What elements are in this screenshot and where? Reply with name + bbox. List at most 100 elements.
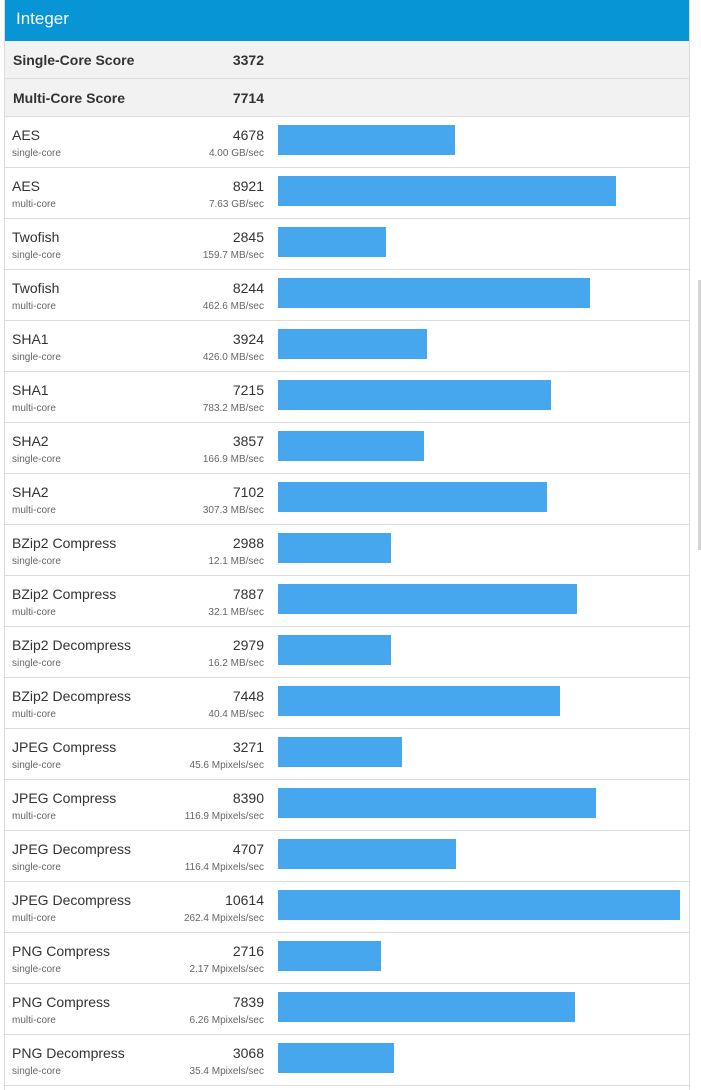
benchmark-rate: 783.2 MB/sec — [202, 403, 264, 414]
benchmark-name: SHA2 — [12, 433, 49, 449]
benchmark-score: 2979 — [232, 637, 264, 653]
score-bar — [278, 737, 402, 767]
benchmark-row: AES single-core 4678 4.00 GB/sec — [5, 117, 689, 168]
benchmark-name: JPEG Decompress — [12, 841, 132, 857]
score-bar — [278, 329, 427, 359]
benchmark-name: BZip2 Decompress — [12, 637, 132, 653]
benchmark-score: 2845 — [232, 229, 264, 245]
benchmark-name: PNG Decompress — [12, 1045, 125, 1061]
benchmark-row: JPEG Decompress single-core 4707 116.4 Mpix… — [5, 831, 689, 882]
benchmark-score: 2988 — [232, 535, 264, 551]
benchmark-score: 4707 — [232, 841, 264, 857]
benchmark-name: BZip2 Compress — [12, 586, 117, 602]
benchmark-mode: single-core — [12, 250, 61, 261]
benchmark-score: 7102 — [232, 484, 264, 500]
benchmark-rate: 307.3 MB/sec — [202, 505, 264, 516]
benchmark-rate: 40.4 MB/sec — [208, 709, 264, 720]
benchmark-rate: 4.00 GB/sec — [208, 148, 264, 159]
summary-value: 3372 — [232, 52, 264, 68]
benchmark-mode: single-core — [12, 352, 61, 363]
summary-value: 7714 — [232, 90, 264, 106]
score-bar — [278, 1043, 394, 1073]
benchmark-mode: multi-core — [12, 811, 56, 822]
benchmark-mode: single-core — [12, 862, 61, 873]
benchmark-mode: single-core — [12, 454, 61, 465]
benchmark-name: SHA1 — [12, 331, 49, 347]
benchmark-row: SHA2 multi-core 7102 307.3 MB/sec — [5, 474, 689, 525]
benchmark-name: JPEG Decompress — [12, 892, 132, 908]
benchmark-name: Twofish — [12, 280, 60, 296]
benchmark-score: 7887 — [232, 586, 264, 602]
benchmark-row: AES multi-core 8921 7.63 GB/sec — [5, 168, 689, 219]
benchmark-mode: single-core — [12, 148, 61, 159]
benchmark-row: JPEG Compress single-core 3271 45.6 Mpixels… — [5, 729, 689, 780]
benchmark-score: 8390 — [232, 790, 264, 806]
benchmark-list: AES single-core 4678 4.00 GB/sec AES multi-co… — [5, 117, 689, 1086]
benchmark-mode: single-core — [12, 556, 61, 567]
benchmark-score: 2716 — [232, 943, 264, 959]
benchmark-rate: 116.4 Mpixels/sec — [184, 862, 264, 873]
score-bar — [278, 584, 577, 614]
benchmark-rate: 462.6 MB/sec — [202, 301, 264, 312]
benchmark-mode: single-core — [12, 760, 61, 771]
score-bar — [278, 380, 551, 410]
score-bar — [278, 686, 560, 716]
benchmark-row: JPEG Compress multi-core 8390 116.9 Mpixels… — [5, 780, 689, 831]
benchmark-row: BZip2 Compress multi-core 7887 32.1 MB/sec — [5, 576, 689, 627]
score-bar — [278, 227, 386, 257]
benchmark-score: 7839 — [232, 994, 264, 1010]
score-bar — [278, 992, 575, 1022]
benchmark-rate: 45.6 Mpixels/sec — [189, 760, 264, 771]
integer-results-panel: Integer Single-Core Score 3372 Multi-Cor… — [4, 0, 690, 1090]
benchmark-score: 3924 — [232, 331, 264, 347]
benchmark-name: JPEG Compress — [12, 790, 117, 806]
benchmark-mode: multi-core — [12, 607, 56, 618]
benchmark-rate: 35.4 Mpixels/sec — [189, 1066, 264, 1077]
benchmark-row: BZip2 Compress single-core 2988 12.1 MB/sec — [5, 525, 689, 576]
benchmark-row: JPEG Decompress multi-core 10614 262.4 Mpix… — [5, 882, 689, 933]
score-bar — [278, 176, 616, 206]
benchmark-mode: multi-core — [12, 199, 56, 210]
summary-label: Single-Core Score — [13, 52, 135, 68]
benchmark-name: PNG Compress — [12, 994, 111, 1010]
benchmark-rate: 159.7 MB/sec — [202, 250, 264, 261]
summary-label: Multi-Core Score — [13, 90, 126, 106]
score-bar — [278, 125, 455, 155]
benchmark-mode: multi-core — [12, 913, 56, 924]
benchmark-rate: 32.1 MB/sec — [208, 607, 264, 618]
benchmark-row: Twofish multi-core 8244 462.6 MB/sec — [5, 270, 689, 321]
benchmark-mode: multi-core — [12, 1015, 56, 1026]
benchmark-name: JPEG Compress — [12, 739, 117, 755]
benchmark-name: AES — [12, 127, 41, 143]
benchmark-score: 3271 — [232, 739, 264, 755]
benchmark-score: 3068 — [232, 1045, 264, 1061]
benchmark-rate: 166.9 MB/sec — [202, 454, 264, 465]
benchmark-row: SHA2 single-core 3857 166.9 MB/sec — [5, 423, 689, 474]
benchmark-mode: single-core — [12, 964, 61, 975]
multi-core-score-row: Multi-Core Score 7714 — [5, 79, 689, 117]
benchmark-rate: 16.2 MB/sec — [208, 658, 264, 669]
benchmark-rate: 6.26 Mpixels/sec — [189, 1015, 264, 1026]
single-core-score-row: Single-Core Score 3372 — [5, 41, 689, 79]
benchmark-row: SHA1 multi-core 7215 783.2 MB/sec — [5, 372, 689, 423]
benchmark-name: PNG Compress — [12, 943, 111, 959]
benchmark-score: 8921 — [232, 178, 264, 194]
score-bar — [278, 890, 680, 920]
benchmark-rate: 12.1 MB/sec — [208, 556, 264, 567]
benchmark-row: PNG Compress multi-core 7839 6.26 Mpixels/s… — [5, 984, 689, 1035]
benchmark-mode: single-core — [12, 658, 61, 669]
score-bar — [278, 635, 391, 665]
benchmark-name: BZip2 Decompress — [12, 688, 132, 704]
score-bar — [278, 941, 381, 971]
benchmark-row: PNG Compress single-core 2716 2.17 Mpixels/… — [5, 933, 689, 984]
benchmark-mode: multi-core — [12, 709, 56, 720]
score-bar — [278, 533, 391, 563]
benchmark-rate: 262.4 Mpixels/sec — [183, 913, 264, 924]
benchmark-mode: single-core — [12, 1066, 61, 1077]
benchmark-rate: 426.0 MB/sec — [202, 352, 264, 363]
scrollbar[interactable] — [698, 280, 701, 550]
benchmark-score: 10614 — [225, 892, 264, 908]
benchmark-row: SHA1 single-core 3924 426.0 MB/sec — [5, 321, 689, 372]
benchmark-score: 7215 — [232, 382, 264, 398]
benchmark-rate: 7.63 GB/sec — [208, 199, 264, 210]
